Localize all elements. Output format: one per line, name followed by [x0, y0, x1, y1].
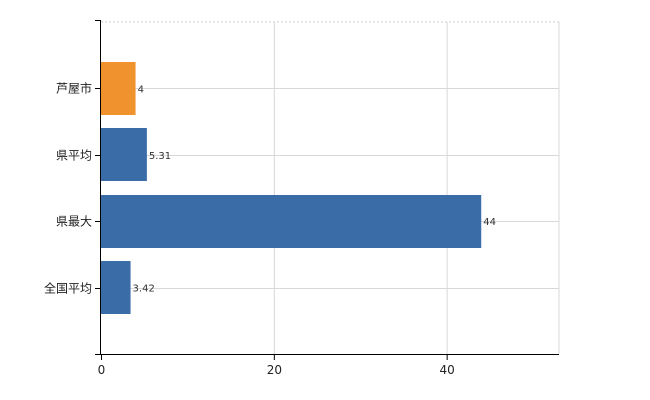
bar-2 — [101, 195, 482, 248]
y-tick-label-1: 県平均 — [56, 149, 92, 163]
bar-1 — [101, 128, 147, 181]
data-label-0: 4 — [138, 84, 144, 95]
data-label-1: 5.31 — [149, 151, 171, 162]
y-tick-label-3: 全国平均 — [44, 281, 92, 296]
data-label-2: 44 — [483, 217, 496, 228]
axes — [95, 20, 559, 360]
bars — [101, 62, 482, 314]
y-tick-label-0: 芦屋市 — [56, 81, 92, 96]
grid-lines — [101, 21, 560, 354]
y-tick-label-2: 県最大 — [56, 215, 92, 229]
x-tick-label-0: 0 — [98, 363, 106, 377]
x-tick-label-1: 20 — [267, 363, 282, 377]
bar-3 — [101, 261, 131, 314]
x-tick-label-2: 40 — [440, 363, 455, 377]
bar-0 — [101, 62, 136, 115]
data-label-3: 3.42 — [133, 284, 155, 295]
